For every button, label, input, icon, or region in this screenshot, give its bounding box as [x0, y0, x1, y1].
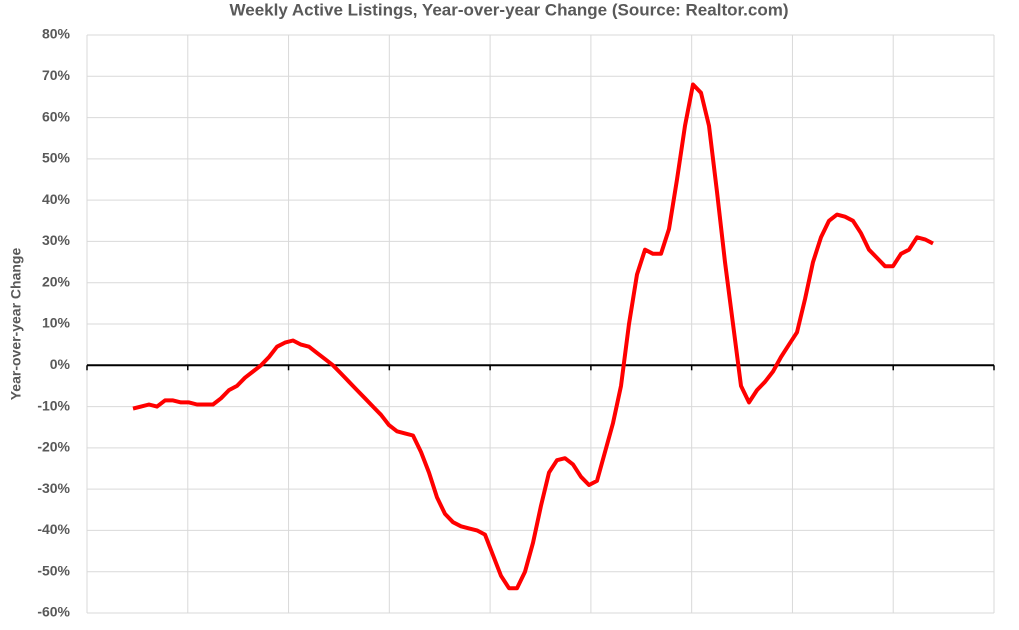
y-tick-label: 50% — [42, 150, 71, 166]
y-tick-label: -40% — [37, 521, 70, 537]
y-tick-label: 60% — [42, 108, 71, 124]
y-tick-label: -60% — [37, 604, 70, 620]
y-axis-title: Year-over-year Change — [8, 248, 24, 401]
y-tick-label: 0% — [50, 356, 71, 372]
chart-title: Weekly Active Listings, Year-over-year C… — [230, 0, 789, 19]
y-tick-label: -10% — [37, 397, 70, 413]
y-tick-label: -50% — [37, 562, 70, 578]
y-tick-label: 40% — [42, 191, 71, 207]
y-tick-label: 10% — [42, 315, 71, 331]
y-tick-label: 20% — [42, 273, 71, 289]
y-tick-label: -20% — [37, 439, 70, 455]
data-line — [132, 82, 934, 591]
y-tick-label: 80% — [42, 26, 71, 42]
y-tick-label: 70% — [42, 67, 71, 83]
y-tick-label: 30% — [42, 232, 71, 248]
y-tick-label: -30% — [37, 480, 70, 496]
